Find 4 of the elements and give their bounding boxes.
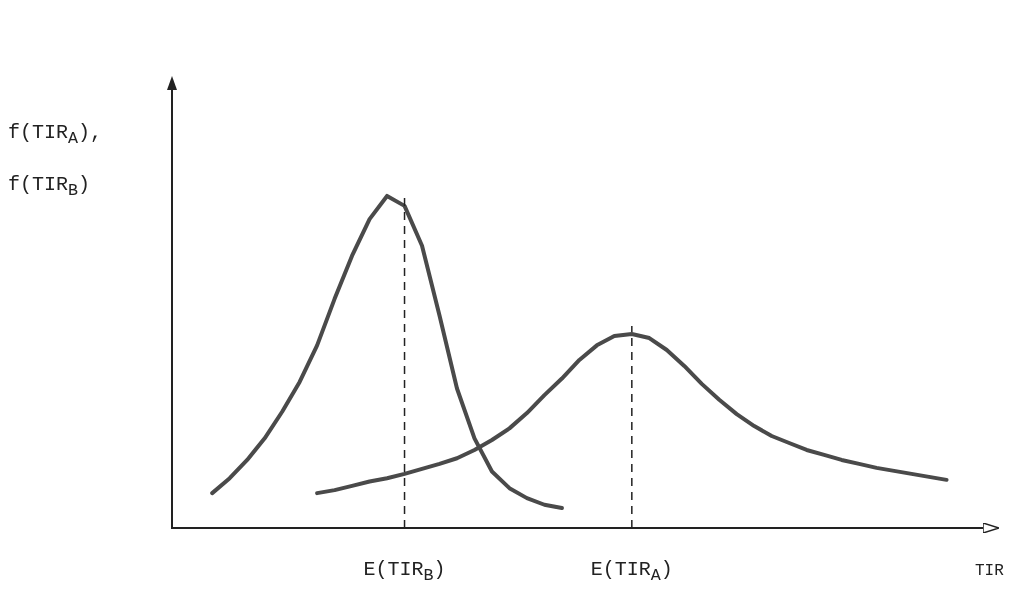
x-axis-title: TIR xyxy=(975,562,1004,580)
x-tick-label: E(TIR$_{A}$) xyxy=(590,558,673,585)
x-tick-label: E(TIR$_{B}$) xyxy=(363,558,446,585)
text: f(TIR$_{A}$), f(TIR$_{B}$) xyxy=(8,121,103,200)
